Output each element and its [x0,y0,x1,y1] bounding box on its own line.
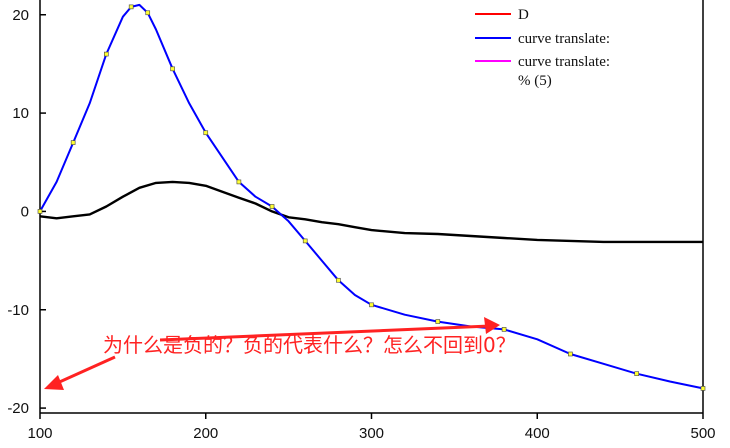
data-point-marker [336,277,341,283]
y-tick-label: 0 [21,203,29,220]
data-point-marker [170,66,175,72]
annotation: 为什么是负的？负的代表什么？怎么不回到0？ [44,317,516,390]
legend-label: D [518,7,529,23]
data-point-marker [236,179,242,185]
data-point-marker [37,209,43,214]
data-point-marker [145,10,151,16]
x-tick-label: 400 [525,425,550,442]
data-point-marker [104,51,109,57]
data-point-marker [70,140,76,145]
annotation-arrow-left-head [44,375,64,390]
series-line [39,180,703,244]
x-tick-label: 300 [359,425,384,442]
x-tick-label: 500 [690,425,715,442]
data-point-marker [302,238,308,244]
annotation-arrow-right-shaft [159,324,491,342]
data-point-marker [435,319,441,324]
data-point-marker [634,371,640,376]
data-point-marker [203,130,209,136]
annotation-arrow-right-head [484,317,500,334]
y-tick-label: 20 [12,7,29,24]
y-tick-label: -10 [7,302,29,319]
legend-label: curve translate: [518,54,610,70]
data-point-marker [128,4,134,10]
y-tick-label: -20 [7,400,29,417]
x-tick-label: 200 [193,425,218,442]
data-point-marker [369,302,374,308]
data-point-marker [501,327,507,332]
x-tick-label: 100 [27,425,52,442]
legend-label: curve translate: [518,31,610,47]
data-point-marker [269,204,275,209]
annotation-arrow-left-shaft [54,355,116,386]
data-point-marker [568,351,573,357]
y-tick-label: 10 [12,105,29,122]
marker-group [37,4,706,391]
legend-label-line2: % (5) [518,73,552,89]
data-point-marker [700,386,706,391]
annotation-text: 为什么是负的？负的代表什么？怎么不回到0？ [103,333,516,357]
